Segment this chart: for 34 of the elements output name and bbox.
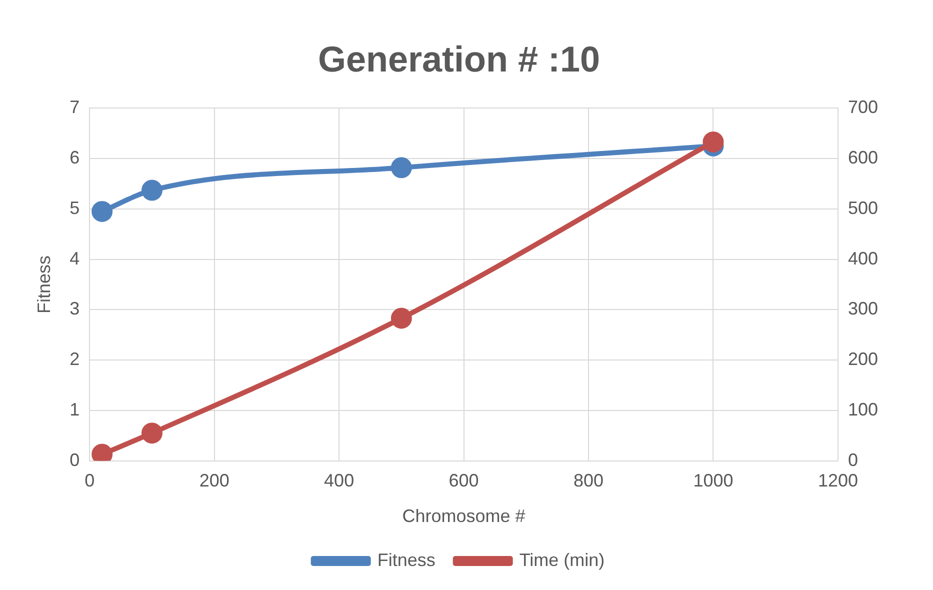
y2-tick-label: 500	[848, 198, 878, 218]
x-axis-title: Chromosome #	[402, 506, 526, 526]
y2-tick-label: 300	[848, 298, 878, 319]
y2-tick-label: 700	[848, 97, 878, 118]
y2-tick-label: 0	[848, 450, 858, 470]
point	[141, 180, 162, 201]
y2-tick-label: 100	[848, 399, 878, 420]
y-tick-label: 2	[70, 349, 80, 370]
x-tick-label: 400	[324, 470, 354, 491]
y-tick-label: 7	[70, 97, 80, 118]
x-tick-label: 1200	[818, 470, 858, 491]
point	[390, 308, 412, 329]
chart-title: Generation # :10	[318, 38, 600, 80]
y-tick-label: 0	[70, 450, 80, 470]
y-tick-label: 5	[70, 198, 80, 218]
legend-label: Fitness	[377, 550, 436, 570]
y-tick-label: 4	[70, 248, 80, 268]
x-tick-label: 1000	[693, 470, 734, 491]
y2-tick-label: 600	[848, 148, 878, 168]
y-axis-title: Fitness	[34, 255, 54, 314]
x-tick-label: 200	[199, 470, 230, 491]
point	[390, 157, 412, 178]
legend-label: Time (min)	[519, 550, 605, 570]
y-tick-label: 1	[70, 399, 80, 420]
point	[702, 131, 724, 152]
x-tick-label: 600	[448, 470, 479, 491]
y-tick-label: 6	[70, 148, 80, 168]
point	[141, 422, 162, 444]
point	[92, 200, 113, 222]
y2-tick-label: 200	[848, 349, 878, 370]
x-tick-label: 0	[84, 470, 95, 491]
y-tick-label: 3	[70, 298, 80, 319]
x-tick-label: 800	[573, 470, 604, 491]
y2-tick-label: 400	[848, 248, 878, 268]
